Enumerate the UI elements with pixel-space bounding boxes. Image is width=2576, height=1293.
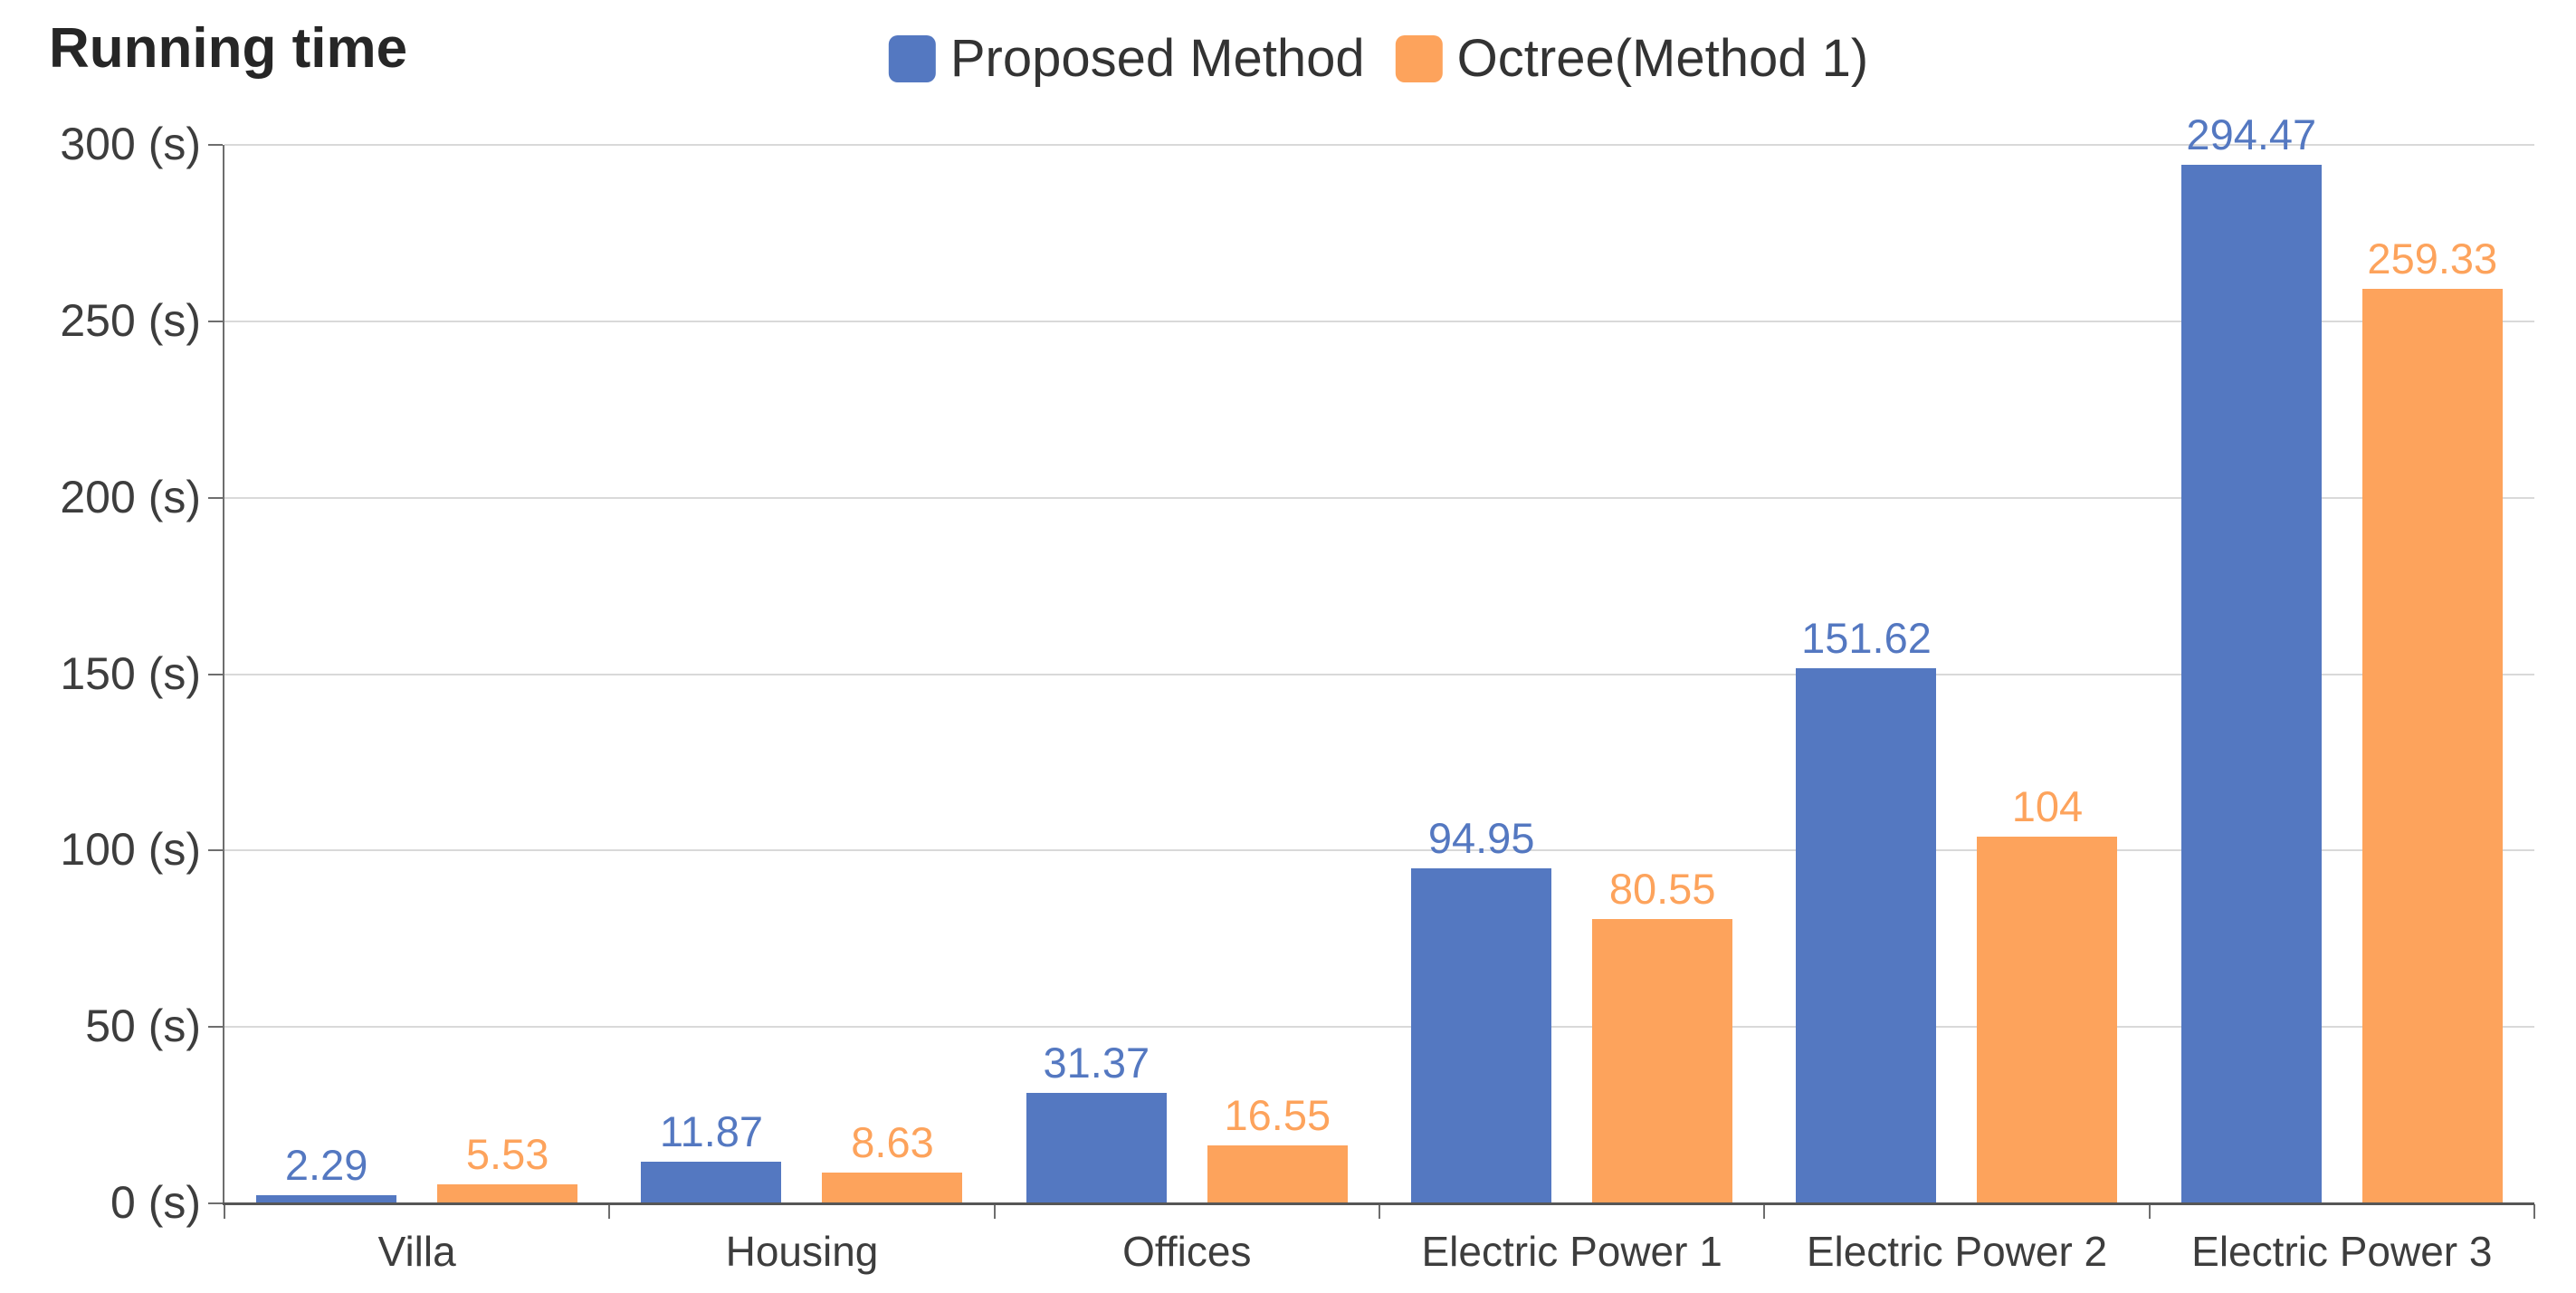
bar-octree-method-1--electric-power-2[interactable]: 104 bbox=[1977, 785, 2118, 1203]
chart-title: Running time bbox=[49, 17, 408, 80]
legend-item-octree-method-1-[interactable]: Octree(Method 1) bbox=[1395, 29, 1869, 88]
gridline-200 bbox=[224, 496, 2534, 499]
data-label: 104 bbox=[2011, 781, 2084, 830]
x-axis-tick-5 bbox=[2149, 1204, 2151, 1219]
x-axis-category-label: Villa bbox=[377, 1228, 456, 1275]
x-axis-category-label: Electric Power 3 bbox=[2191, 1228, 2493, 1275]
x-axis-category-label: Offices bbox=[1122, 1228, 1252, 1275]
legend-item-proposed-method[interactable]: Proposed Method bbox=[888, 29, 1365, 88]
plot-area: 0 (s) 50 (s) 100 (s) 150 (s) 200 (s) 250 (s) 3… bbox=[60, 113, 2535, 1275]
gridline-300 bbox=[224, 144, 2534, 146]
x-axis-tick-1 bbox=[608, 1204, 610, 1219]
y-axis-line bbox=[223, 145, 224, 1203]
category-group-offices: 31.37 16.55 bbox=[995, 145, 1379, 1203]
y-axis-label-0: 0 (s) bbox=[110, 1176, 201, 1228]
bar-proposed-method-electric-power-2[interactable]: 151.62 bbox=[1796, 617, 1937, 1203]
data-label: 259.33 bbox=[2367, 234, 2498, 283]
y-axis-tick-50 bbox=[208, 1026, 223, 1029]
y-axis-tick-150 bbox=[208, 673, 223, 675]
category-group-electric-power-1: 94.95 80.55 bbox=[1379, 145, 1764, 1203]
gridline-250 bbox=[224, 320, 2534, 322]
data-label: 2.29 bbox=[284, 1141, 368, 1190]
data-label: 11.87 bbox=[659, 1106, 764, 1155]
x-axis-tick-2 bbox=[994, 1204, 996, 1219]
bar-proposed-method-electric-power-1[interactable]: 94.95 bbox=[1411, 817, 1552, 1203]
bar-octree-method-1--electric-power-3[interactable]: 259.33 bbox=[2361, 237, 2503, 1203]
bar-proposed-method-offices[interactable]: 31.37 bbox=[1026, 1041, 1167, 1203]
y-axis-label-250: 250 (s) bbox=[60, 294, 201, 346]
legend-label: Octree(Method 1) bbox=[1456, 29, 1869, 88]
category-group-housing: 11.87 8.63 bbox=[609, 145, 994, 1203]
bar-octree-method-1--villa[interactable]: 5.53 bbox=[437, 1133, 578, 1203]
legend-swatch-icon bbox=[888, 35, 936, 82]
bar-octree-method-1--electric-power-1[interactable]: 80.55 bbox=[1592, 867, 1733, 1203]
bar-octree-method-1--housing[interactable]: 8.63 bbox=[822, 1121, 963, 1203]
data-label: 80.55 bbox=[1608, 865, 1716, 914]
data-label: 151.62 bbox=[1801, 614, 1932, 663]
x-axis-tick-4 bbox=[1763, 1204, 1765, 1219]
x-axis-tick-0 bbox=[224, 1204, 225, 1219]
data-label: 16.55 bbox=[1224, 1090, 1331, 1139]
y-axis-tick-200 bbox=[208, 496, 223, 499]
y-axis-label-50: 50 (s) bbox=[85, 1000, 201, 1051]
data-label: 31.37 bbox=[1043, 1038, 1150, 1087]
y-axis-tick-300 bbox=[208, 144, 223, 146]
x-axis-line bbox=[223, 1202, 2534, 1205]
category-group-villa: 2.29 5.53 bbox=[224, 145, 609, 1203]
gridline-100 bbox=[224, 849, 2534, 852]
y-axis-label-300: 300 (s) bbox=[60, 118, 201, 169]
y-axis-tick-100 bbox=[208, 849, 223, 852]
gridline-50 bbox=[224, 1026, 2534, 1029]
y-axis-label-200: 200 (s) bbox=[60, 471, 201, 522]
category-group-electric-power-3: 294.47 259.33 bbox=[2150, 113, 2534, 1203]
bar-octree-method-1--offices[interactable]: 16.55 bbox=[1207, 1094, 1348, 1203]
legend: Proposed Method Octree(Method 1) bbox=[888, 29, 1869, 88]
data-label: 94.95 bbox=[1427, 814, 1535, 862]
x-axis-category-label: Electric Power 1 bbox=[1421, 1228, 1722, 1275]
x-axis-category-label: Housing bbox=[725, 1228, 879, 1275]
legend-swatch-icon bbox=[1395, 35, 1443, 82]
x-axis-tick-6 bbox=[2533, 1204, 2535, 1219]
category-group-electric-power-2: 151.62 104 bbox=[1764, 145, 2149, 1203]
y-axis-label-100: 100 (s) bbox=[60, 824, 201, 876]
data-label: 294.47 bbox=[2186, 110, 2317, 158]
y-axis-tick-0 bbox=[208, 1202, 223, 1204]
legend-label: Proposed Method bbox=[949, 29, 1365, 88]
y-axis-tick-250 bbox=[208, 320, 223, 322]
y-axis-label-150: 150 (s) bbox=[60, 647, 201, 699]
x-axis-category-label: Electric Power 2 bbox=[1806, 1228, 2108, 1275]
bar-proposed-method-electric-power-3[interactable]: 294.47 bbox=[2180, 113, 2322, 1203]
x-axis-tick-3 bbox=[1379, 1204, 1380, 1219]
bar-proposed-method-housing[interactable]: 11.87 bbox=[641, 1110, 782, 1203]
data-label: 8.63 bbox=[851, 1118, 934, 1167]
gridline-150 bbox=[224, 673, 2534, 675]
data-label: 5.53 bbox=[465, 1129, 549, 1178]
bar-proposed-method-villa[interactable]: 2.29 bbox=[256, 1144, 397, 1203]
